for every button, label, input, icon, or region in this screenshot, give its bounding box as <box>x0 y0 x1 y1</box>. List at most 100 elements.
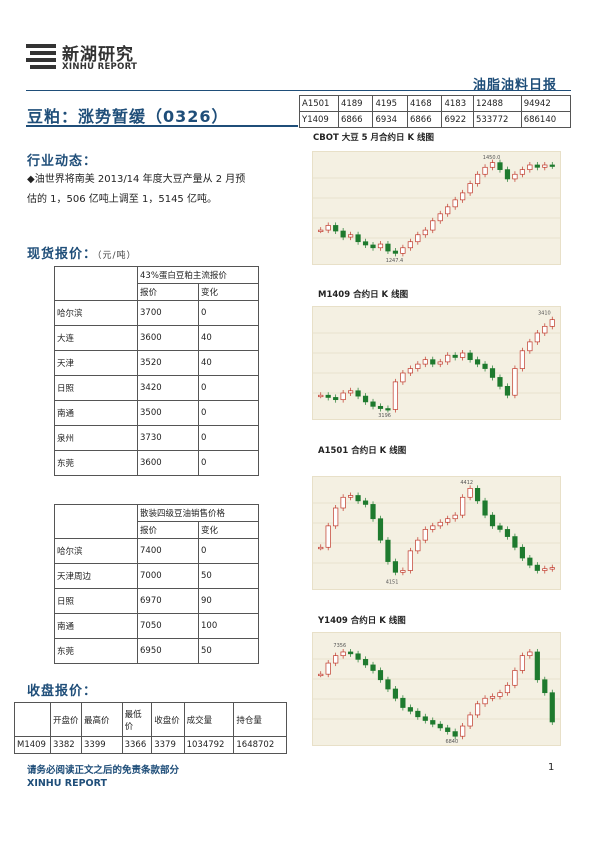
price-cell: 7000 <box>137 563 199 589</box>
candle-body <box>318 229 324 232</box>
page-number: 1 <box>548 762 555 773</box>
chart-title: A1501 合约日 K 线图 <box>318 446 407 456</box>
candle-body <box>325 394 331 398</box>
footer-brand: XINHU REPORT <box>27 778 107 789</box>
city-cell: 东莞 <box>54 638 138 664</box>
meal-table-title: 43%蛋白豆粕主流报价 <box>137 266 259 284</box>
candle-body <box>489 514 496 527</box>
table-row: 哈尔滨 3700 0 <box>54 300 259 326</box>
change-cell: 50 <box>198 638 259 664</box>
candle-body <box>318 546 324 550</box>
kline-svg: 4412 4151 <box>313 480 560 585</box>
closing-cell: 6934 <box>372 111 408 128</box>
candle-body <box>445 518 451 523</box>
candle-body <box>385 243 391 252</box>
kline-chart: 3410 3196 <box>312 306 561 420</box>
candle-body <box>489 162 496 168</box>
report-type: 油脂油料日报 <box>472 78 557 93</box>
candle-body <box>460 725 466 737</box>
candle-body <box>400 570 406 573</box>
candle-body <box>333 397 339 401</box>
closing-cell: 3366 <box>121 736 153 754</box>
kline-svg: 7356 6840 <box>313 643 560 745</box>
candle-body <box>377 518 384 541</box>
candle-body <box>355 234 361 243</box>
candle-body <box>519 546 525 559</box>
candle-body <box>340 651 346 657</box>
candle-body <box>452 354 458 358</box>
industry-line-1: ◆油世界将南美 2013/14 年度大豆产量从 2 月预 <box>27 174 246 185</box>
closing-cell: 533772 <box>472 111 522 128</box>
candle-body <box>407 241 413 249</box>
candle-body <box>512 670 518 686</box>
closing-cell: 4189 <box>337 95 374 112</box>
candle-body <box>385 539 391 562</box>
candle-body <box>542 325 548 334</box>
candle-body <box>422 716 428 721</box>
candle-body <box>392 381 399 410</box>
industry-line-2: 估的 1，506 亿吨上调至 1，5145 亿吨。 <box>27 194 217 205</box>
closing-cell: 94942 <box>520 95 572 112</box>
change-cell: 0 <box>198 400 259 426</box>
price-cell: 7050 <box>137 613 199 639</box>
candle-body <box>400 372 406 383</box>
closing-cell: 4195 <box>372 95 408 112</box>
candle-body <box>415 710 421 718</box>
table-row: 东莞 3600 0 <box>54 450 259 476</box>
closing-heading: 收盘报价： <box>27 684 98 699</box>
candle-body <box>512 368 518 396</box>
table-row: 哈尔滨 7400 0 <box>54 538 259 564</box>
spot-heading: 现货报价：（元/吨） <box>27 243 137 262</box>
candle-body <box>422 359 428 365</box>
candle-body <box>348 495 354 498</box>
candle-body <box>415 234 421 243</box>
closing-header-row: 开盘价 最高价 最低价 收盘价 成交量 持仓量 <box>13 702 287 737</box>
city-cell: 日照 <box>54 588 138 614</box>
candle-body <box>482 697 488 705</box>
table-row: Y1409 6866 6934 6866 6922 533772 686140 <box>299 111 572 128</box>
candle-body <box>355 653 361 660</box>
candle-body <box>392 250 399 254</box>
candle-body <box>437 521 443 527</box>
candle-body <box>497 692 503 697</box>
candle-body <box>340 230 346 238</box>
kline-chart: 4412 4151 <box>312 476 561 590</box>
logo-mark-icon <box>26 44 56 69</box>
price-cell: 3420 <box>137 375 199 401</box>
candle-body <box>482 500 488 516</box>
closing-cell: 1034792 <box>183 736 235 754</box>
low-price-label: 3196 <box>378 413 391 419</box>
candle-body <box>519 655 525 671</box>
closing-table-main: 开盘价 最高价 最低价 收盘价 成交量 持仓量 M1409 3382 3399 3366 3379 1… <box>13 702 287 754</box>
closing-header-cell: 最低价 <box>121 702 153 737</box>
kline-chart: 1450.0 1247.4 <box>312 151 561 265</box>
candle-body <box>348 234 354 238</box>
candle-body <box>340 496 346 509</box>
table-row: 日照 6970 90 <box>54 588 259 614</box>
candle-body <box>452 199 458 208</box>
closing-cell: 3379 <box>151 736 185 754</box>
candle-body <box>362 500 369 505</box>
candle-body <box>549 319 555 327</box>
table-row: M1409 3382 3399 3366 3379 1034792 1648702 <box>13 736 287 754</box>
candle-body <box>377 405 384 409</box>
candle-body <box>400 697 406 708</box>
table-row: 天津周边 7000 50 <box>54 563 259 589</box>
city-cell: 日照 <box>54 375 138 401</box>
candle-body <box>370 244 376 249</box>
table-row: 南通 7050 100 <box>54 613 259 639</box>
price-cell: 7400 <box>137 538 199 564</box>
kline-svg: 3410 3196 <box>313 311 560 419</box>
change-cell: 0 <box>198 538 259 564</box>
city-cell: 天津 <box>54 350 138 376</box>
chart-title: CBOT 大豆 5 月合约日 K 线图 <box>313 133 435 143</box>
table-row: A1501 4189 4195 4168 4183 12488 94942 <box>299 95 572 112</box>
table-row: 东莞 6950 50 <box>54 638 259 664</box>
closing-header-cell: 持仓量 <box>233 702 287 737</box>
spot-unit: （元/吨） <box>97 251 137 261</box>
candle-body <box>534 332 540 343</box>
price-cell: 3600 <box>137 325 199 351</box>
price-cell: 6950 <box>137 638 199 664</box>
candle-body <box>445 354 451 363</box>
candle-body <box>474 173 481 184</box>
